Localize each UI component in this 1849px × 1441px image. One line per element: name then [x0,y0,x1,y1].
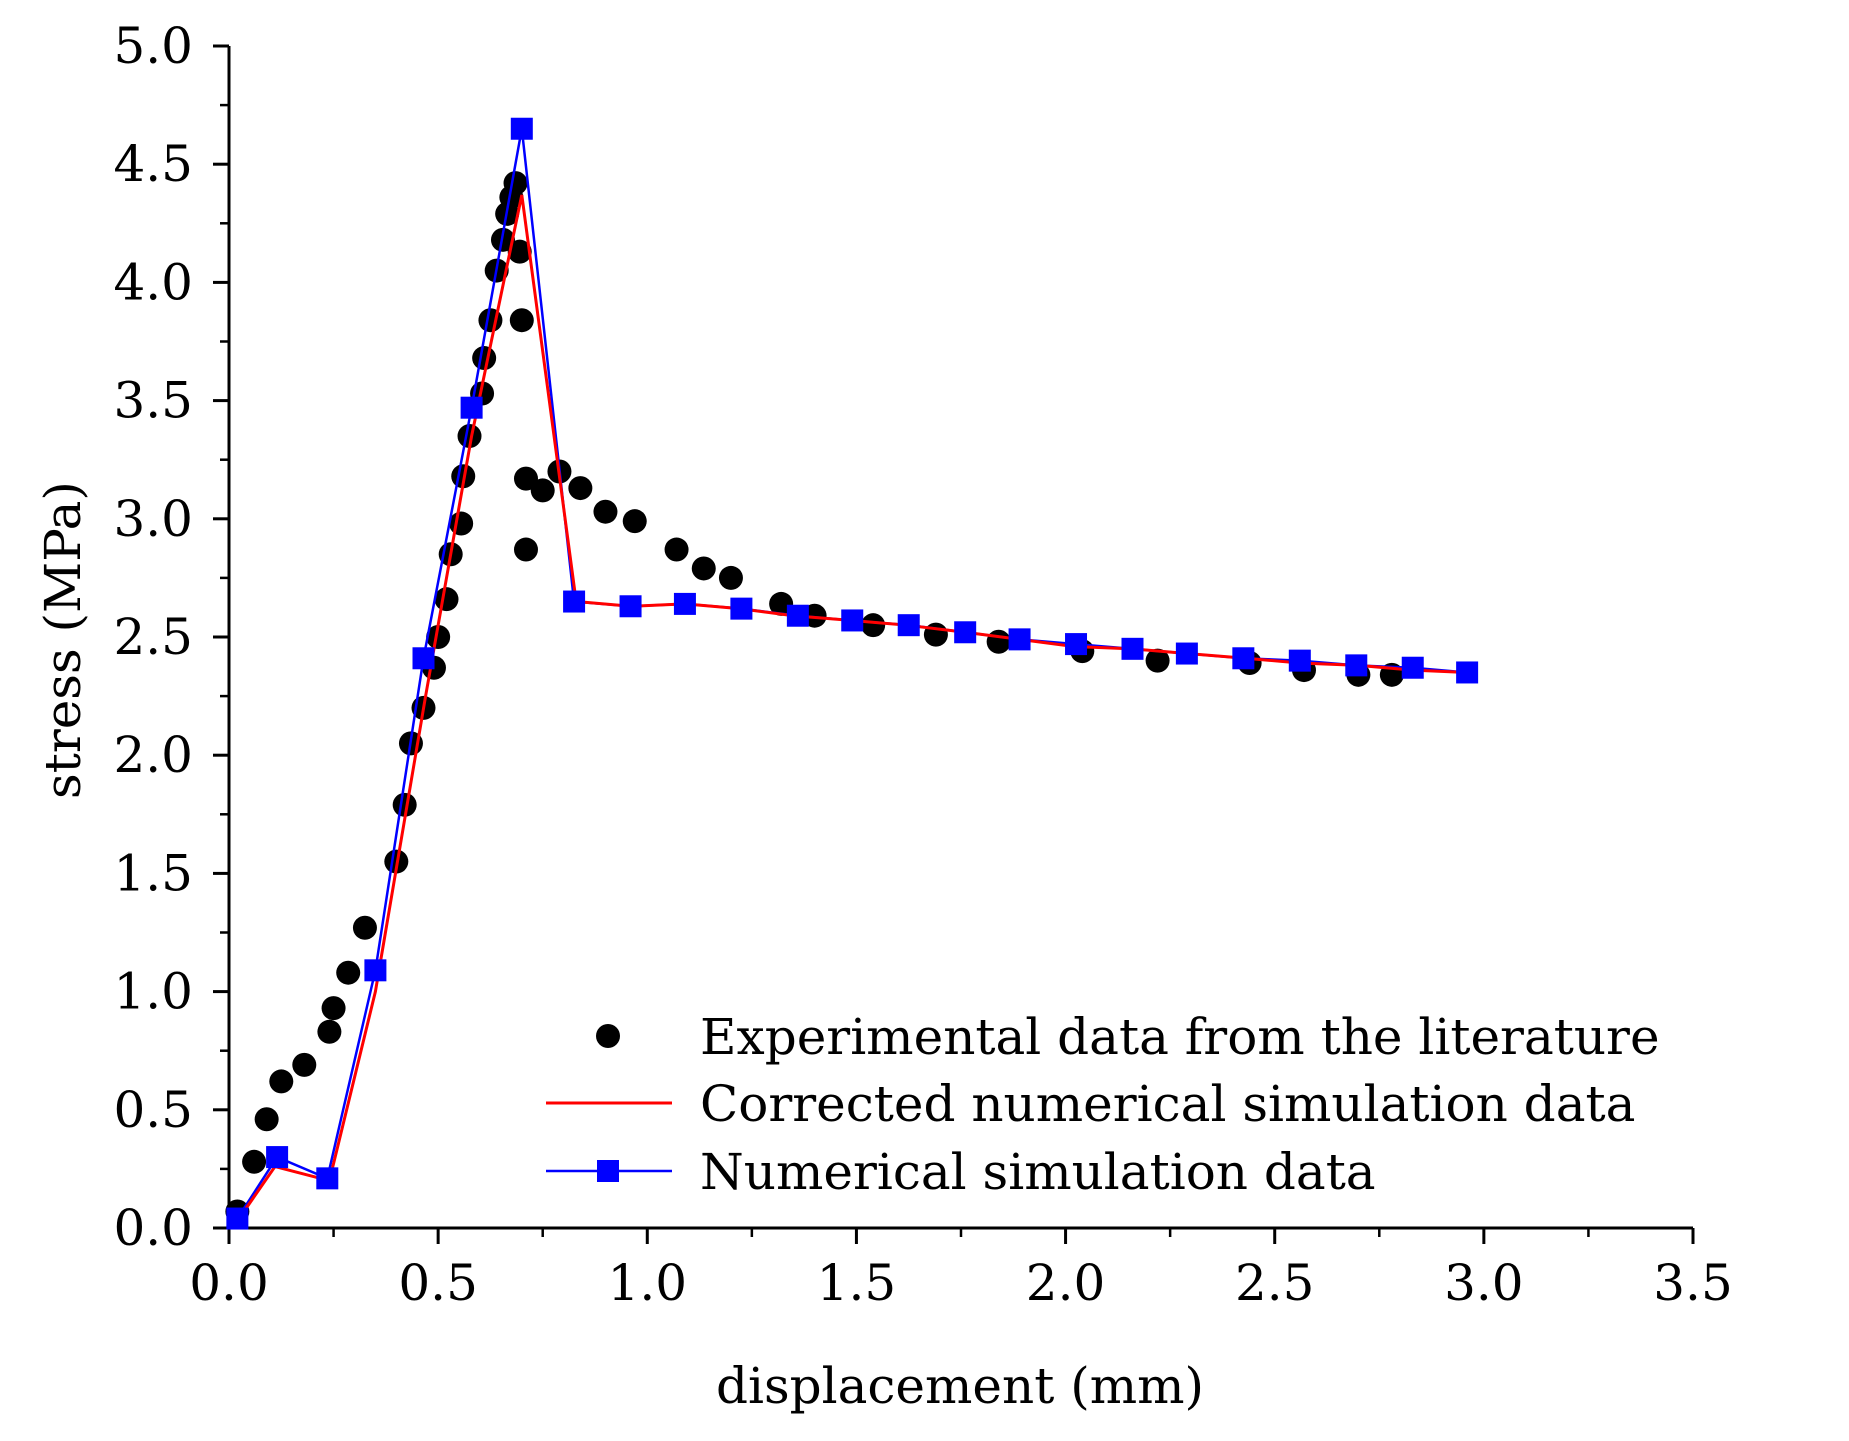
y-tick-label: 4.5 [113,135,193,193]
numerical-simulation-marker [1175,642,1198,665]
x-tick-label: 2.5 [1235,1254,1315,1312]
y-tick-label: 3.0 [113,490,193,548]
y-tick-label: 3.5 [113,372,193,430]
axes: 0.0 0.5 1.0 1.5 2.0 2.5 3.0 3.5 0.0 0.5 1.0 1.5 2.0… [113,17,1732,1312]
numerical-simulation-marker [460,396,483,419]
numerical-simulation-marker [841,609,864,632]
y-tick-label: 1.5 [113,844,193,902]
numerical-simulation-marker [1008,628,1031,651]
experimental-point [861,613,886,638]
numerical-simulation-marker [1288,649,1311,672]
y-tick-label: 0.0 [113,1199,193,1257]
y-tick-label: 4.0 [113,253,193,311]
experimental-point [434,587,459,612]
experimental-point [664,537,689,562]
y-tick-label: 0.5 [113,1081,193,1139]
y-tick-label: 2.0 [113,726,193,784]
y-tick-label: 5.0 [113,17,193,75]
x-axis-title: displacement (mm) [716,1357,1204,1415]
numerical-simulation-marker [673,592,696,615]
y-ticks: 0.0 0.5 1.0 1.5 2.0 2.5 3.0 3.5 4.0 4.5 5.0 [113,17,229,1257]
numerical-simulation-marker [1065,633,1088,656]
y-tick-label: 2.5 [113,608,193,666]
numerical-simulation-marker [364,959,387,982]
experimental-point [242,1149,267,1174]
experimental-point [513,537,538,562]
numerical-simulation-marker [1456,661,1479,684]
numerical-simulation-marker [226,1207,249,1230]
legend-label-corrected: Corrected numerical simulation data [700,1075,1635,1133]
experimental-point [352,915,377,940]
numerical-simulation-marker [730,597,753,620]
experimental-point [503,171,528,196]
experimental-point [317,1019,342,1044]
experimental-point [269,1069,294,1094]
experimental-point [513,466,538,491]
numerical-simulation-marker [954,621,977,644]
numerical-simulation-marker [412,647,435,670]
legend: Experimental data from the literature Co… [546,1008,1660,1201]
x-tick-label: 1.0 [608,1254,688,1312]
experimental-point [718,565,743,590]
experimental-point [530,478,555,503]
legend-label-numerical: Numerical simulation data [700,1143,1376,1201]
numerical-simulation-marker [316,1167,339,1190]
numerical-simulation-marker [563,590,586,613]
numerical-simulation-marker [266,1146,289,1169]
x-tick-label: 2.0 [1026,1254,1106,1312]
numerical-simulation-marker [1345,654,1368,677]
x-tick-label: 0.5 [398,1254,478,1312]
numerical-simulation-marker [1232,647,1255,670]
legend-marker-numerical [597,1160,619,1182]
experimental-point [593,499,618,524]
numerical-simulation-marker [786,604,809,627]
numerical-simulation-marker [619,595,642,618]
experimental-point [336,960,361,985]
x-tick-label: 0.0 [189,1254,269,1312]
experimental-point [254,1107,279,1132]
corrected-simulation-line [236,194,1468,1222]
experimental-point [426,625,451,649]
y-axis-title: stress (MPa) [34,481,92,799]
legend-label-experimental: Experimental data from the literature [700,1008,1660,1066]
experimental-point [986,629,1011,654]
x-tick-label: 3.5 [1653,1254,1733,1312]
series-layer [225,117,1479,1230]
experimental-point [568,476,593,501]
experimental-point [457,424,482,449]
numerical-simulation-marker [1121,637,1144,660]
x-tick-label: 1.5 [817,1254,897,1312]
experimental-point [449,511,474,536]
numerical-simulation-marker [897,614,920,637]
x-ticks: 0.0 0.5 1.0 1.5 2.0 2.5 3.0 3.5 [189,1228,1733,1312]
x-tick-label: 3.0 [1444,1254,1524,1312]
experimental-point [292,1052,317,1077]
experimental-point [392,792,417,817]
experimental-point [691,556,716,581]
experimental-point [1145,648,1170,673]
y-tick-label: 1.0 [113,963,193,1021]
numerical-simulation-marker [1401,656,1424,679]
experimental-point [472,346,497,371]
experimental-point [507,239,532,264]
experimental-point [509,308,534,333]
experimental-point [622,509,647,534]
numerical-simulation-marker [510,117,533,140]
legend-marker-experimental [596,1024,620,1048]
experimental-point [321,996,346,1021]
